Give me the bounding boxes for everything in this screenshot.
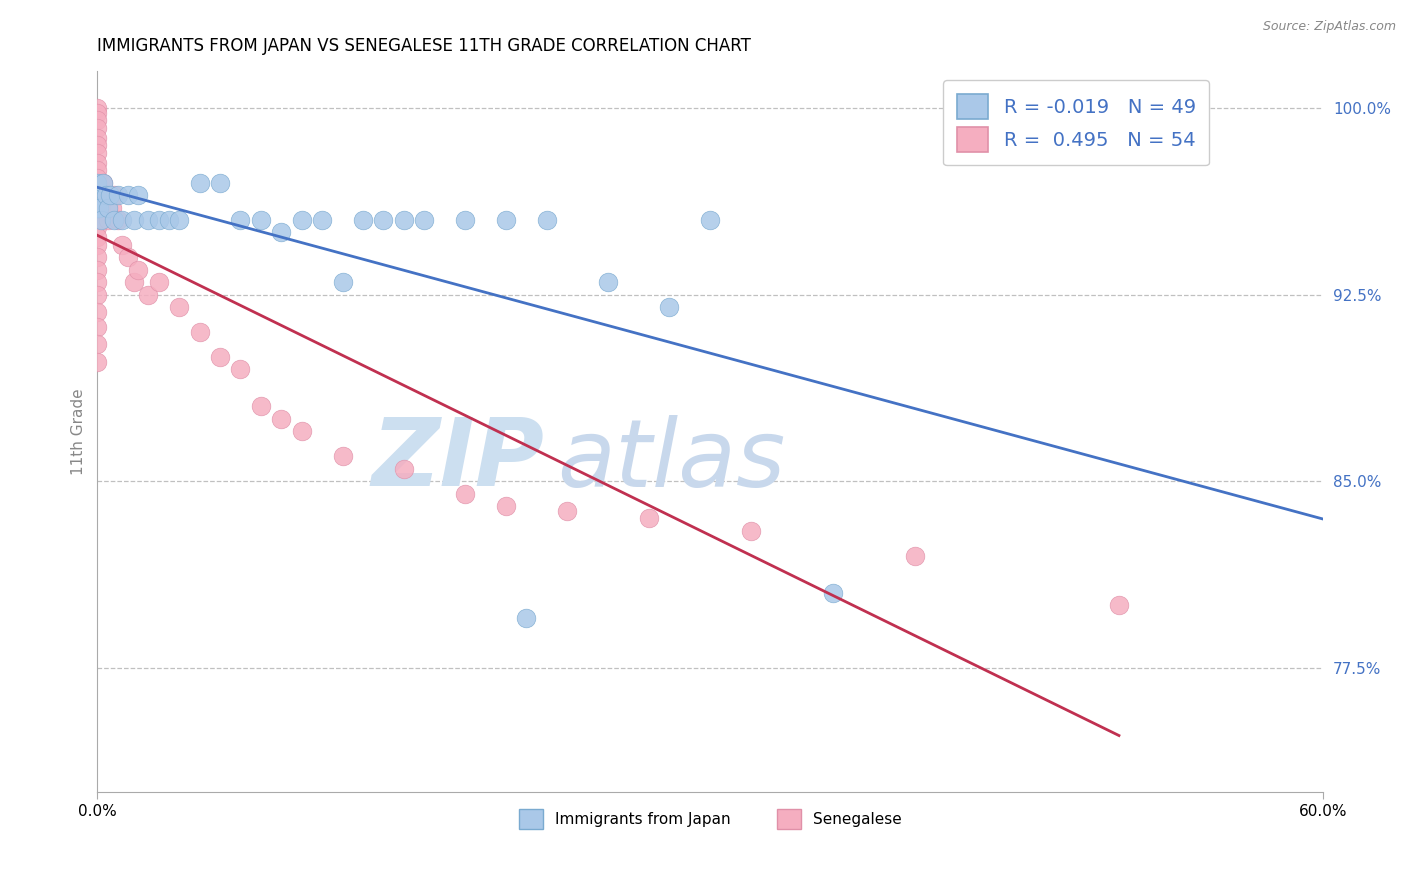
Point: [157, 213, 180, 227]
Point: [86, 195, 108, 210]
Point: [111, 213, 134, 227]
Point: [86, 176, 108, 190]
Point: [229, 213, 252, 227]
Point: [86, 220, 108, 235]
Point: [86, 262, 108, 277]
Point: [86, 205, 108, 219]
Point: [86, 355, 108, 369]
Point: [127, 188, 149, 202]
Point: [97, 201, 120, 215]
Point: [86, 230, 108, 244]
Point: [904, 549, 927, 563]
Point: [86, 287, 108, 301]
Point: [122, 213, 145, 227]
Point: [86, 113, 108, 128]
Point: [373, 213, 395, 227]
Point: [117, 188, 139, 202]
Point: [413, 213, 436, 227]
Point: [536, 213, 558, 227]
Point: [86, 106, 108, 120]
Point: [454, 213, 477, 227]
Point: [86, 337, 108, 351]
Point: [188, 176, 211, 190]
Point: [86, 138, 108, 153]
Point: [86, 237, 108, 252]
Point: [86, 305, 108, 319]
Point: [598, 275, 620, 289]
Point: [86, 170, 108, 185]
Legend: Immigrants from Japan, Senegalese: Immigrants from Japan, Senegalese: [512, 803, 908, 835]
Point: [392, 213, 415, 227]
Point: [167, 213, 190, 227]
Point: [821, 586, 844, 600]
Point: [229, 362, 252, 376]
Point: [97, 213, 120, 227]
Point: [86, 145, 108, 160]
Point: [270, 226, 292, 240]
Point: [1108, 599, 1130, 613]
Point: [86, 188, 108, 202]
Point: [555, 504, 578, 518]
Point: [103, 213, 125, 227]
Point: [122, 275, 145, 289]
Point: [86, 131, 108, 145]
Point: [291, 425, 314, 439]
Point: [100, 201, 122, 215]
Point: [138, 287, 160, 301]
Point: [127, 262, 149, 277]
Point: [699, 213, 721, 227]
Point: [86, 155, 108, 169]
Point: [111, 237, 134, 252]
Point: [352, 213, 374, 227]
Point: [86, 250, 108, 264]
Text: Source: ZipAtlas.com: Source: ZipAtlas.com: [1263, 20, 1396, 33]
Point: [515, 611, 537, 625]
Point: [188, 325, 211, 339]
Point: [86, 213, 108, 227]
Point: [148, 275, 170, 289]
Text: atlas: atlas: [557, 415, 786, 506]
Point: [117, 250, 139, 264]
Point: [86, 188, 108, 202]
Point: [658, 300, 681, 314]
Point: [98, 188, 121, 202]
Text: ZIP: ZIP: [373, 414, 544, 506]
Point: [93, 176, 115, 190]
Point: [332, 275, 354, 289]
Point: [291, 213, 314, 227]
Point: [740, 524, 762, 538]
Point: [311, 213, 333, 227]
Point: [454, 486, 477, 500]
Point: [249, 213, 271, 227]
Point: [249, 400, 271, 414]
Point: [86, 180, 108, 194]
Point: [90, 213, 112, 227]
Point: [208, 350, 231, 364]
Point: [495, 499, 517, 513]
Point: [89, 201, 111, 215]
Text: IMMIGRANTS FROM JAPAN VS SENEGALESE 11TH GRADE CORRELATION CHART: IMMIGRANTS FROM JAPAN VS SENEGALESE 11TH…: [97, 37, 751, 55]
Point: [107, 213, 129, 227]
Point: [638, 511, 661, 525]
Point: [270, 412, 292, 426]
Point: [90, 201, 112, 215]
Point: [167, 300, 190, 314]
Point: [94, 188, 117, 202]
Point: [86, 201, 108, 215]
Point: [392, 461, 415, 475]
Point: [107, 188, 129, 202]
Point: [495, 213, 517, 227]
Point: [93, 176, 115, 190]
Point: [86, 120, 108, 135]
Point: [103, 188, 125, 202]
Point: [86, 275, 108, 289]
Point: [138, 213, 160, 227]
Point: [332, 449, 354, 463]
Y-axis label: 11th Grade: 11th Grade: [72, 388, 86, 475]
Point: [148, 213, 170, 227]
Point: [86, 319, 108, 334]
Point: [86, 163, 108, 178]
Point: [86, 101, 108, 115]
Point: [208, 176, 231, 190]
